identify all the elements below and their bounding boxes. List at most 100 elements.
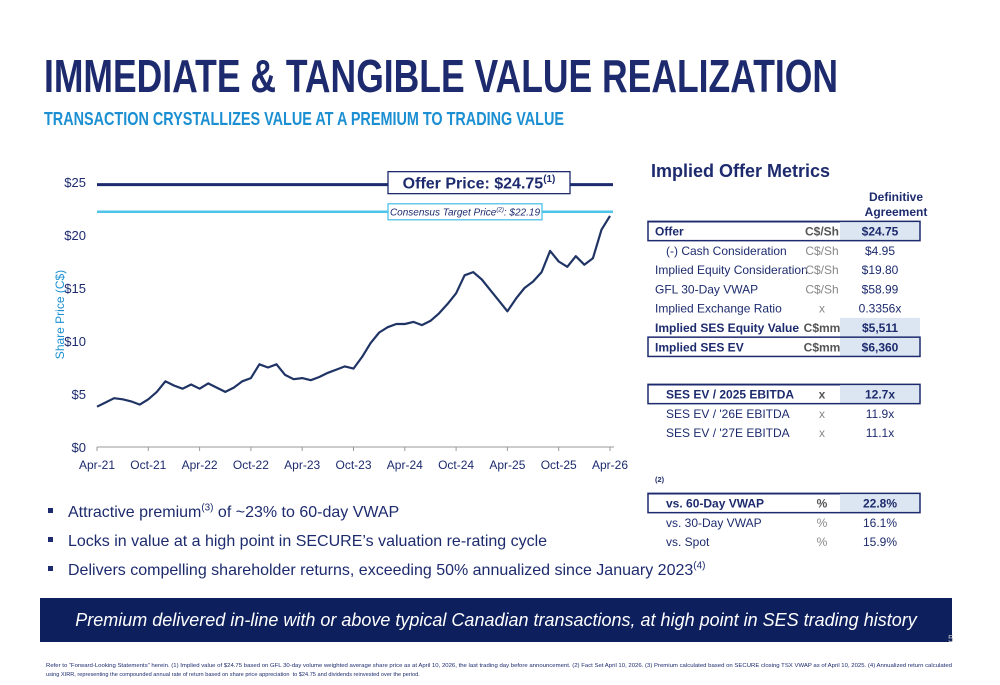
column-header: Agreement [865, 205, 928, 219]
footnote-mark: (3) [201, 503, 213, 514]
row-value: 0.3356x [859, 302, 902, 316]
row-unit: C$/Sh [805, 282, 838, 296]
bullet-text-text: Attractive premium [68, 504, 201, 521]
row-value: 11.1x [866, 426, 894, 440]
row-unit: C$/Sh [805, 225, 839, 239]
bullet-text: Attractive premium(3) of ~23% to 60-day … [68, 503, 399, 521]
bullet-text-text: of ~23% to 60-day VWAP [213, 504, 399, 521]
row-box [647, 492, 921, 514]
row-box [647, 220, 921, 242]
bullet-marker [48, 508, 53, 513]
row-value: 15.9% [863, 535, 897, 549]
row-unit: x [819, 426, 825, 440]
x-tick-label: Oct-25 [541, 458, 577, 472]
reference-label: Consensus Target Price(2): $22.19 [390, 206, 541, 218]
row-unit: x [819, 407, 825, 421]
reference-label-box [387, 203, 543, 221]
row-label: Implied SES Equity Value [655, 321, 799, 335]
footnote-mark: (2) [496, 206, 504, 213]
x-tick-label: Apr-22 [182, 458, 218, 472]
row-unit: % [817, 497, 828, 511]
row-label: GFL 30-Day VWAP [655, 282, 758, 296]
bullet-marker [48, 566, 53, 571]
banner-text: Premium delivered in-line with or above … [75, 610, 917, 630]
reference-label-text: : $22.19 [504, 207, 541, 218]
y-tick-label: $0 [72, 440, 86, 455]
y-tick-label: $10 [64, 334, 86, 349]
row-unit: x [819, 388, 826, 402]
row-value: $58.99 [862, 282, 899, 296]
row-unit: x [819, 302, 825, 316]
row-unit: C$/Sh [805, 244, 838, 258]
price-line [96, 215, 611, 408]
x-tick-label: Apr-26 [592, 458, 628, 472]
y-tick-label: $20 [64, 228, 86, 243]
row-label: Implied Exchange Ratio [655, 302, 782, 316]
x-tick-label: Oct-22 [233, 458, 269, 472]
x-tick-label: Apr-24 [387, 458, 423, 472]
row-box [647, 336, 921, 358]
row-value: 12.7x [865, 388, 895, 402]
page-number: 5 [948, 634, 954, 645]
x-tick-label: Apr-21 [79, 458, 115, 472]
row-value: $4.95 [865, 244, 895, 258]
x-tick-label: Apr-23 [284, 458, 320, 472]
table-title: Implied Offer Metrics [651, 161, 830, 181]
row-value: $19.80 [862, 263, 899, 277]
y-tick-label: $25 [64, 175, 86, 190]
slide-subtitle: TRANSACTION CRYSTALLIZES VALUE AT A PREM… [44, 109, 564, 129]
footnote-mark: (4) [693, 561, 705, 572]
value-cell [840, 317, 920, 338]
row-label: vs. Spot [666, 535, 710, 549]
row-value: $24.75 [862, 225, 899, 239]
row-unit: % [817, 516, 828, 530]
reference-label-text: Consensus Target Price [390, 207, 497, 218]
row-value: 22.8% [863, 497, 897, 511]
x-tick-label: Oct-21 [130, 458, 166, 472]
x-tick-label: Apr-25 [489, 458, 525, 472]
row-value: $5,511 [862, 321, 898, 335]
footnote-mark: (2) [655, 475, 665, 484]
value-cell [840, 221, 920, 241]
banner-box [40, 598, 952, 642]
table-title: (2) [655, 475, 665, 484]
reference-label-text: Offer Price: $24.75 [403, 175, 544, 192]
slide-title: IMMEDIATE & TANGIBLE VALUE REALIZATION [44, 50, 838, 102]
row-unit: C$/Sh [805, 263, 838, 277]
x-tick-label: Oct-24 [438, 458, 474, 472]
row-label: vs. 30-Day VWAP [666, 516, 762, 530]
row-label: vs. 60-Day VWAP [666, 497, 764, 511]
column-header: Definitive [869, 190, 923, 204]
y-tick-label: $15 [64, 281, 86, 296]
row-unit: % [817, 535, 828, 549]
y-axis-label: Share Price (C$) [53, 270, 67, 359]
bullet-text: Delivers compelling shareholder returns,… [68, 561, 705, 579]
footnote-text: Refer to “Forward-Looking Statements” he… [46, 663, 952, 669]
y-tick-label: $5 [72, 387, 86, 402]
row-unit: C$mm [804, 321, 841, 335]
row-value: 16.1% [863, 516, 897, 530]
row-label: SES EV / '27E EBITDA [666, 426, 790, 440]
row-value: 11.9x [866, 407, 894, 421]
row-label: Offer [655, 225, 684, 239]
reference-label: Offer Price: $24.75(1) [403, 174, 556, 192]
row-label: (-) Cash Consideration [666, 244, 787, 258]
row-label: SES EV / '26E EBITDA [666, 407, 790, 421]
row-value: $6,360 [862, 340, 899, 354]
row-label: Implied Equity Consideration [655, 263, 808, 277]
bullet-text: Locks in value at a high point in SECURE… [68, 533, 547, 550]
x-tick-label: Oct-23 [335, 458, 371, 472]
footnote-mark: (1) [543, 174, 555, 185]
bullet-text-text: Locks in value at a high point in SECURE… [68, 533, 547, 550]
row-label: Implied SES EV [655, 340, 744, 354]
bullet-marker [48, 537, 53, 542]
value-cell [840, 337, 920, 357]
value-cell [840, 384, 920, 404]
bullet-text-text: Delivers compelling shareholder returns,… [68, 562, 693, 579]
footnote-text: using XIRR, representing the compounded … [46, 672, 420, 678]
row-unit: C$mm [804, 340, 841, 354]
row-box [647, 383, 921, 405]
row-label: SES EV / 2025 EBITDA [666, 388, 794, 402]
reference-label-box [387, 170, 571, 195]
